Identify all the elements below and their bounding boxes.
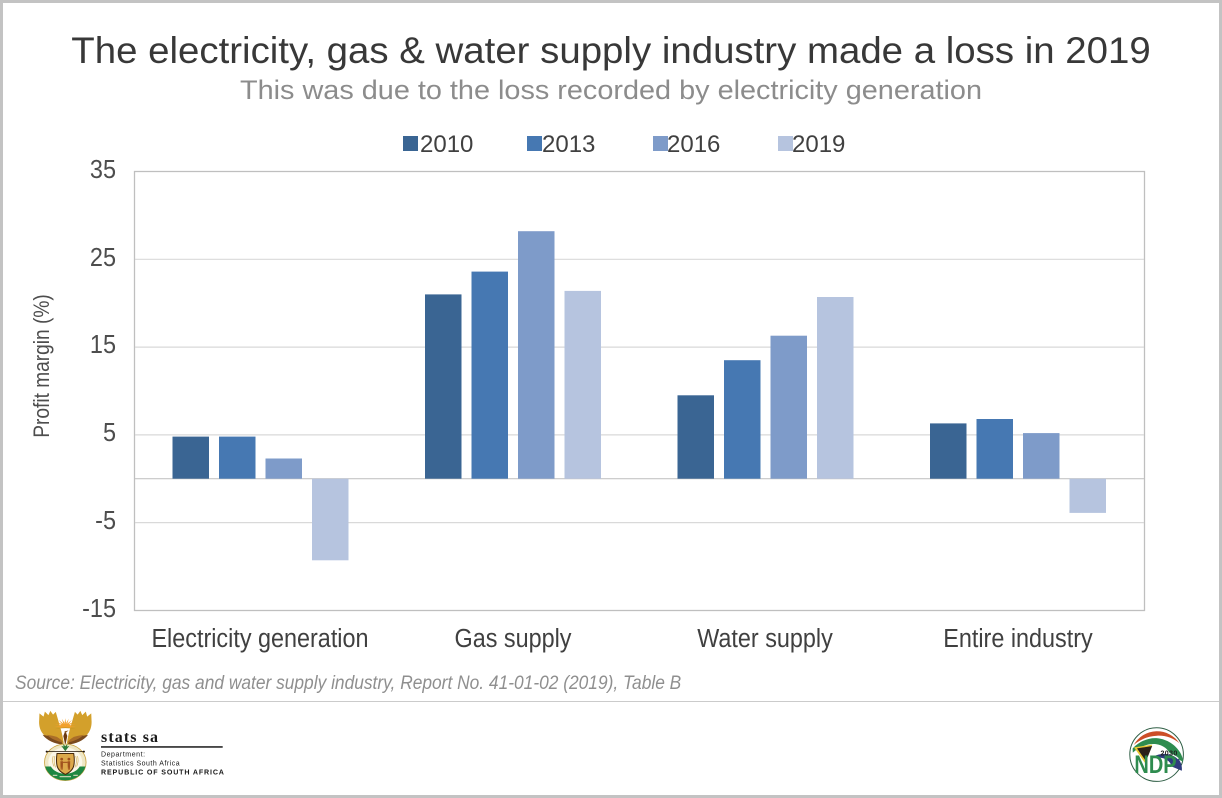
svg-text:2030: 2030 [1161,750,1178,757]
svg-text:NDP: NDP [1134,751,1176,779]
svg-text:REPUBLIC OF SOUTH AFRICA: REPUBLIC OF SOUTH AFRICA [101,768,225,776]
svg-text:Department:: Department: [101,751,146,758]
svg-text:stats sa: stats sa [101,729,159,746]
svg-text:Statistics South Africa: Statistics South Africa [101,761,180,768]
